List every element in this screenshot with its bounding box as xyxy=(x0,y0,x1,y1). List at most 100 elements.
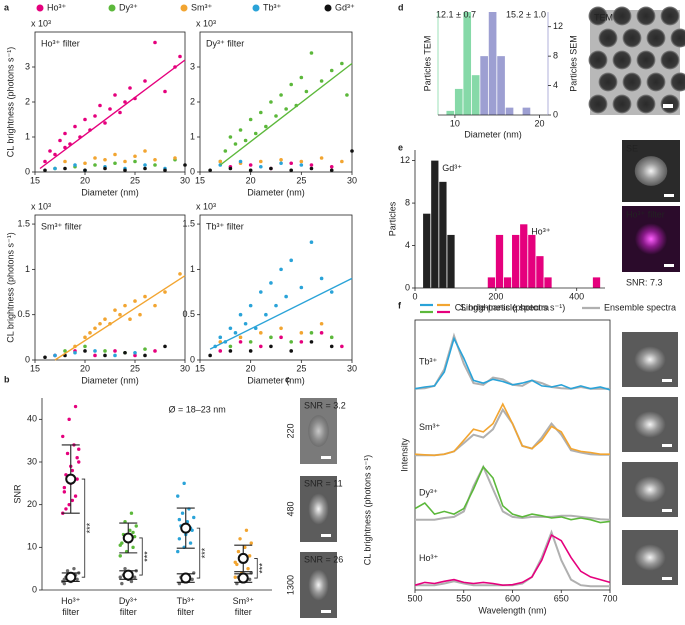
data-point xyxy=(153,157,157,162)
data-point xyxy=(65,451,70,456)
nanoparticle xyxy=(636,50,656,70)
y-axis-label: SNR xyxy=(12,484,22,504)
data-point xyxy=(228,135,233,139)
image-label: SE xyxy=(626,143,638,153)
data-point xyxy=(143,294,147,299)
data-point xyxy=(309,340,314,344)
data-point xyxy=(77,447,81,451)
data-point xyxy=(248,168,253,173)
nanoparticle xyxy=(588,6,608,26)
bar xyxy=(480,56,488,115)
y-tick-label: 0 xyxy=(190,354,195,364)
x-tick-label: 30 xyxy=(347,175,357,185)
x-tick-label: Ho³⁺ filter xyxy=(61,596,81,617)
bar xyxy=(512,234,520,288)
y-tick-label: 10 xyxy=(27,542,37,552)
data-point xyxy=(73,350,77,355)
mean-marker xyxy=(122,569,134,581)
legend-swatch xyxy=(252,4,260,12)
data-point xyxy=(73,124,77,129)
data-point xyxy=(73,404,78,409)
data-point xyxy=(248,340,253,344)
data-point xyxy=(279,335,283,340)
single-spectrum xyxy=(414,465,611,524)
x-tick-label: 20 xyxy=(246,175,256,185)
data-point xyxy=(238,312,243,317)
data-point xyxy=(299,340,304,344)
data-point xyxy=(93,163,97,167)
data-point xyxy=(259,159,263,164)
y2-axis-label: Particles SEM xyxy=(568,35,578,92)
data-point xyxy=(228,349,233,353)
data-point xyxy=(53,152,57,157)
data-point xyxy=(153,303,157,308)
significance: *** xyxy=(258,562,268,573)
series-annotation: 15.2 ± 1.0 xyxy=(506,9,546,19)
data-point xyxy=(259,290,263,294)
data-point xyxy=(123,100,127,104)
snr-image-spot xyxy=(308,415,329,447)
bar xyxy=(520,224,528,288)
data-point xyxy=(279,326,283,331)
data-point xyxy=(319,321,324,326)
x-tick-label: 650 xyxy=(554,593,569,603)
data-point xyxy=(248,117,253,122)
x-tick-label: 30 xyxy=(180,363,190,373)
data-point xyxy=(319,156,324,160)
y-tick-label: 12 xyxy=(553,21,563,31)
data-point xyxy=(129,579,134,584)
data-point xyxy=(289,168,294,173)
data-point xyxy=(329,68,334,73)
bar xyxy=(454,88,463,115)
ensemble-spectrum xyxy=(415,407,610,457)
filter-label: Dy³⁺ filter xyxy=(206,38,244,48)
bar xyxy=(592,277,601,288)
data-point xyxy=(62,485,67,490)
x-tick-label: 20 xyxy=(80,175,90,185)
x-tick-label: Sm³⁺ filter xyxy=(232,596,254,617)
data-point xyxy=(143,353,147,358)
mean-marker xyxy=(65,571,77,583)
x-tick-label: 15 xyxy=(30,175,40,185)
data-point xyxy=(83,161,87,166)
data-point xyxy=(259,110,263,115)
x-tick-label: 20 xyxy=(535,118,545,128)
bar xyxy=(503,277,512,288)
significance: *** xyxy=(200,547,210,558)
spectrum-label: Dy³⁺ xyxy=(419,487,438,497)
nanoparticle xyxy=(612,6,632,26)
bar xyxy=(487,277,496,288)
data-point xyxy=(123,350,127,355)
nanoparticle xyxy=(588,50,608,70)
data-point xyxy=(63,159,67,164)
bar xyxy=(488,12,497,115)
data-point xyxy=(93,156,97,160)
data-point xyxy=(329,290,334,294)
data-point xyxy=(274,114,278,118)
filter-label: Ho³⁺ filter xyxy=(41,38,80,48)
data-point xyxy=(188,541,193,545)
particle-image-spot xyxy=(634,476,666,503)
data-point xyxy=(176,549,180,554)
data-point xyxy=(163,344,167,349)
data-point xyxy=(58,138,62,143)
particle-image-spot xyxy=(634,544,666,571)
data-point xyxy=(289,161,294,166)
data-point xyxy=(118,110,122,115)
data-point xyxy=(163,290,167,294)
data-point xyxy=(329,344,334,349)
data-point xyxy=(118,554,122,558)
data-point xyxy=(88,331,92,335)
plot-frame xyxy=(34,31,186,173)
x-tick-label: Tb³⁺ filter xyxy=(176,596,195,617)
x-tick-label: 20 xyxy=(80,363,90,373)
data-point xyxy=(103,121,107,125)
data-point xyxy=(153,40,157,45)
data-point xyxy=(218,335,223,340)
data-point xyxy=(67,502,71,507)
x-tick-label: 15 xyxy=(195,363,205,373)
particle-image-spot xyxy=(634,346,666,373)
fit-line xyxy=(209,277,353,350)
data-point xyxy=(247,577,252,582)
data-point xyxy=(228,344,233,349)
